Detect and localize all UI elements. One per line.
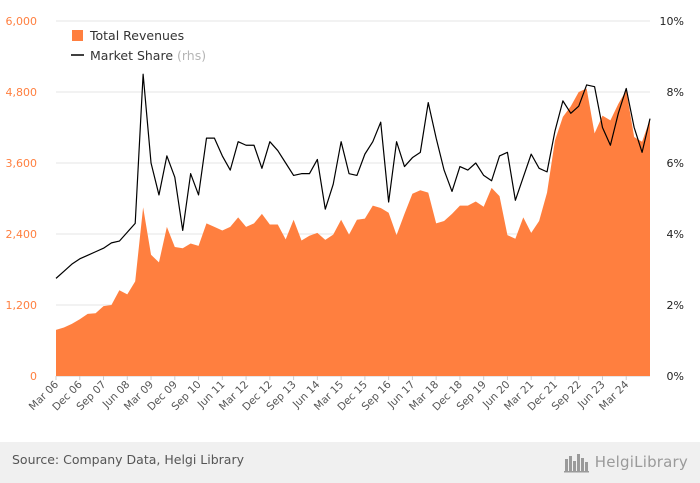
- left-axis-tick-label: 4,800: [6, 86, 38, 99]
- legend: Total Revenues Market Share (rhs): [71, 28, 206, 63]
- chart: 0 1,200 2,400 3,600 4,800 6,000 0% 2% 4% 6% 8% 10%…: [6, 15, 685, 413]
- right-axis-tick-label: 0%: [667, 370, 684, 383]
- left-axis-tick-label: 0: [30, 370, 37, 383]
- legend-market-share-label: Market Share: [90, 48, 173, 63]
- left-axis-tick-label: 3,600: [6, 157, 38, 170]
- right-axis-tick-label: 8%: [667, 86, 684, 99]
- left-axis-tick-label: 6,000: [6, 15, 38, 28]
- logo-text: HelgiLibrary: [595, 453, 688, 471]
- revenues-area-layer: [56, 88, 650, 376]
- right-axis-tick-label: 2%: [667, 299, 684, 312]
- library-icon: [563, 454, 589, 473]
- left-axis-tick-label: 2,400: [6, 228, 38, 241]
- legend-market-share-text: Market Share (rhs): [90, 48, 206, 63]
- source-note: Source: Company Data, Helgi Library: [12, 452, 245, 467]
- helgi-library-logo: HelgiLibrary: [563, 448, 688, 476]
- right-axis-tick-label: 10%: [660, 15, 684, 28]
- right-axis-tick-label: 6%: [667, 157, 684, 170]
- footer: Source: Company Data, Helgi Library Helg…: [0, 442, 700, 483]
- right-axis-tick-label: 4%: [667, 228, 684, 241]
- market-share-line: [55, 73, 651, 279]
- market-share-line-layer: [55, 73, 651, 279]
- revenues-area: [56, 88, 650, 376]
- logo-main: Helgi: [594, 453, 635, 471]
- right-axis-ticks: 0% 2% 4% 6% 8% 10%: [660, 15, 684, 383]
- logo-rest: Library: [634, 453, 688, 471]
- legend-market-share-suffix: (rhs): [177, 48, 206, 63]
- left-axis-tick-label: 1,200: [6, 299, 38, 312]
- legend-revenues-label: Total Revenues: [89, 28, 184, 43]
- legend-revenues-swatch: [72, 30, 83, 41]
- left-axis-ticks: 0 1,200 2,400 3,600 4,800 6,000: [6, 15, 38, 383]
